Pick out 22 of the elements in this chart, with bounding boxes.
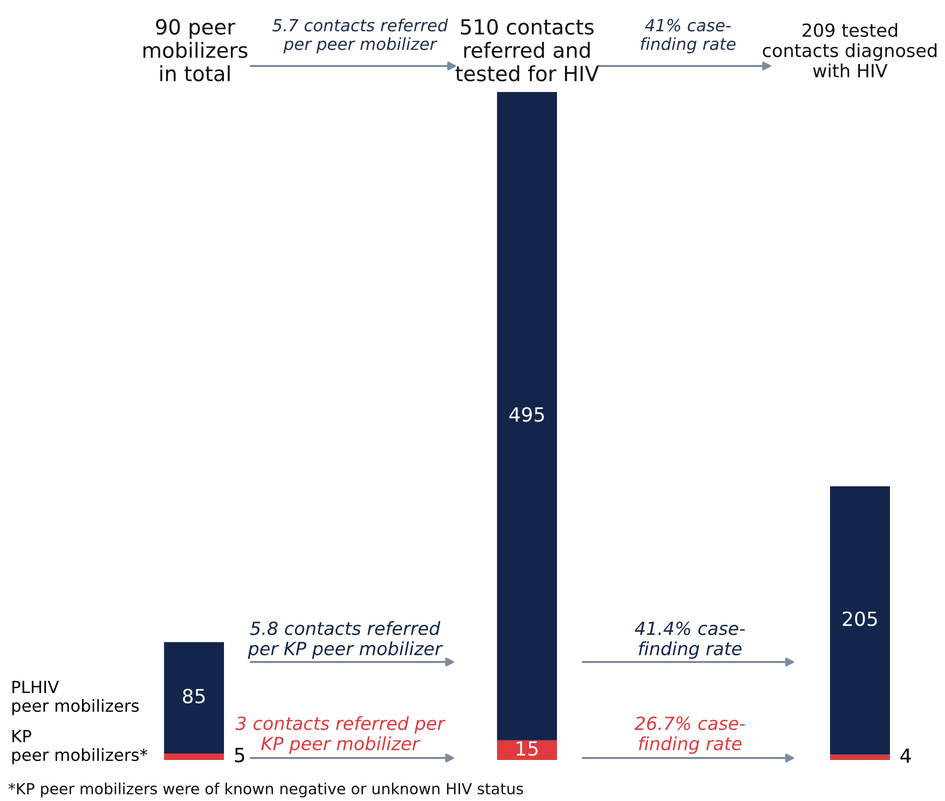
data-label: 205 <box>842 611 877 626</box>
series-label: KP peer mobilizers* <box>12 730 148 764</box>
annotation: 5.8 contacts referred per KP peer mobilizer <box>248 621 444 659</box>
bar <box>497 92 557 740</box>
bar <box>497 740 557 760</box>
text: 510 contacts referred and tested for HIV <box>456 18 599 82</box>
bar <box>164 642 224 754</box>
bar <box>830 486 890 755</box>
bar <box>164 753 224 760</box>
bar <box>830 754 890 760</box>
series-label: PLHIV peer mobilizers <box>12 680 139 716</box>
text: 209 tested contacts diagnosed with HIV <box>762 23 936 78</box>
annotation: 41.4% case- finding rate <box>634 621 745 659</box>
data-label: 85 <box>182 688 205 704</box>
text: *KP peer mobilizers were of known negative or unknown HIV status <box>8 782 524 798</box>
text: 5.7 contacts referred per peer mobilizer <box>272 18 448 54</box>
data-label: 4 <box>900 748 911 763</box>
data-label: 15 <box>516 741 538 756</box>
data-label: 495 <box>509 407 544 422</box>
text: 41% case- finding rate <box>640 18 736 54</box>
annotation: 26.7% case- finding rate <box>634 716 745 754</box>
text: 90 peer mobilizers in total <box>143 18 248 82</box>
